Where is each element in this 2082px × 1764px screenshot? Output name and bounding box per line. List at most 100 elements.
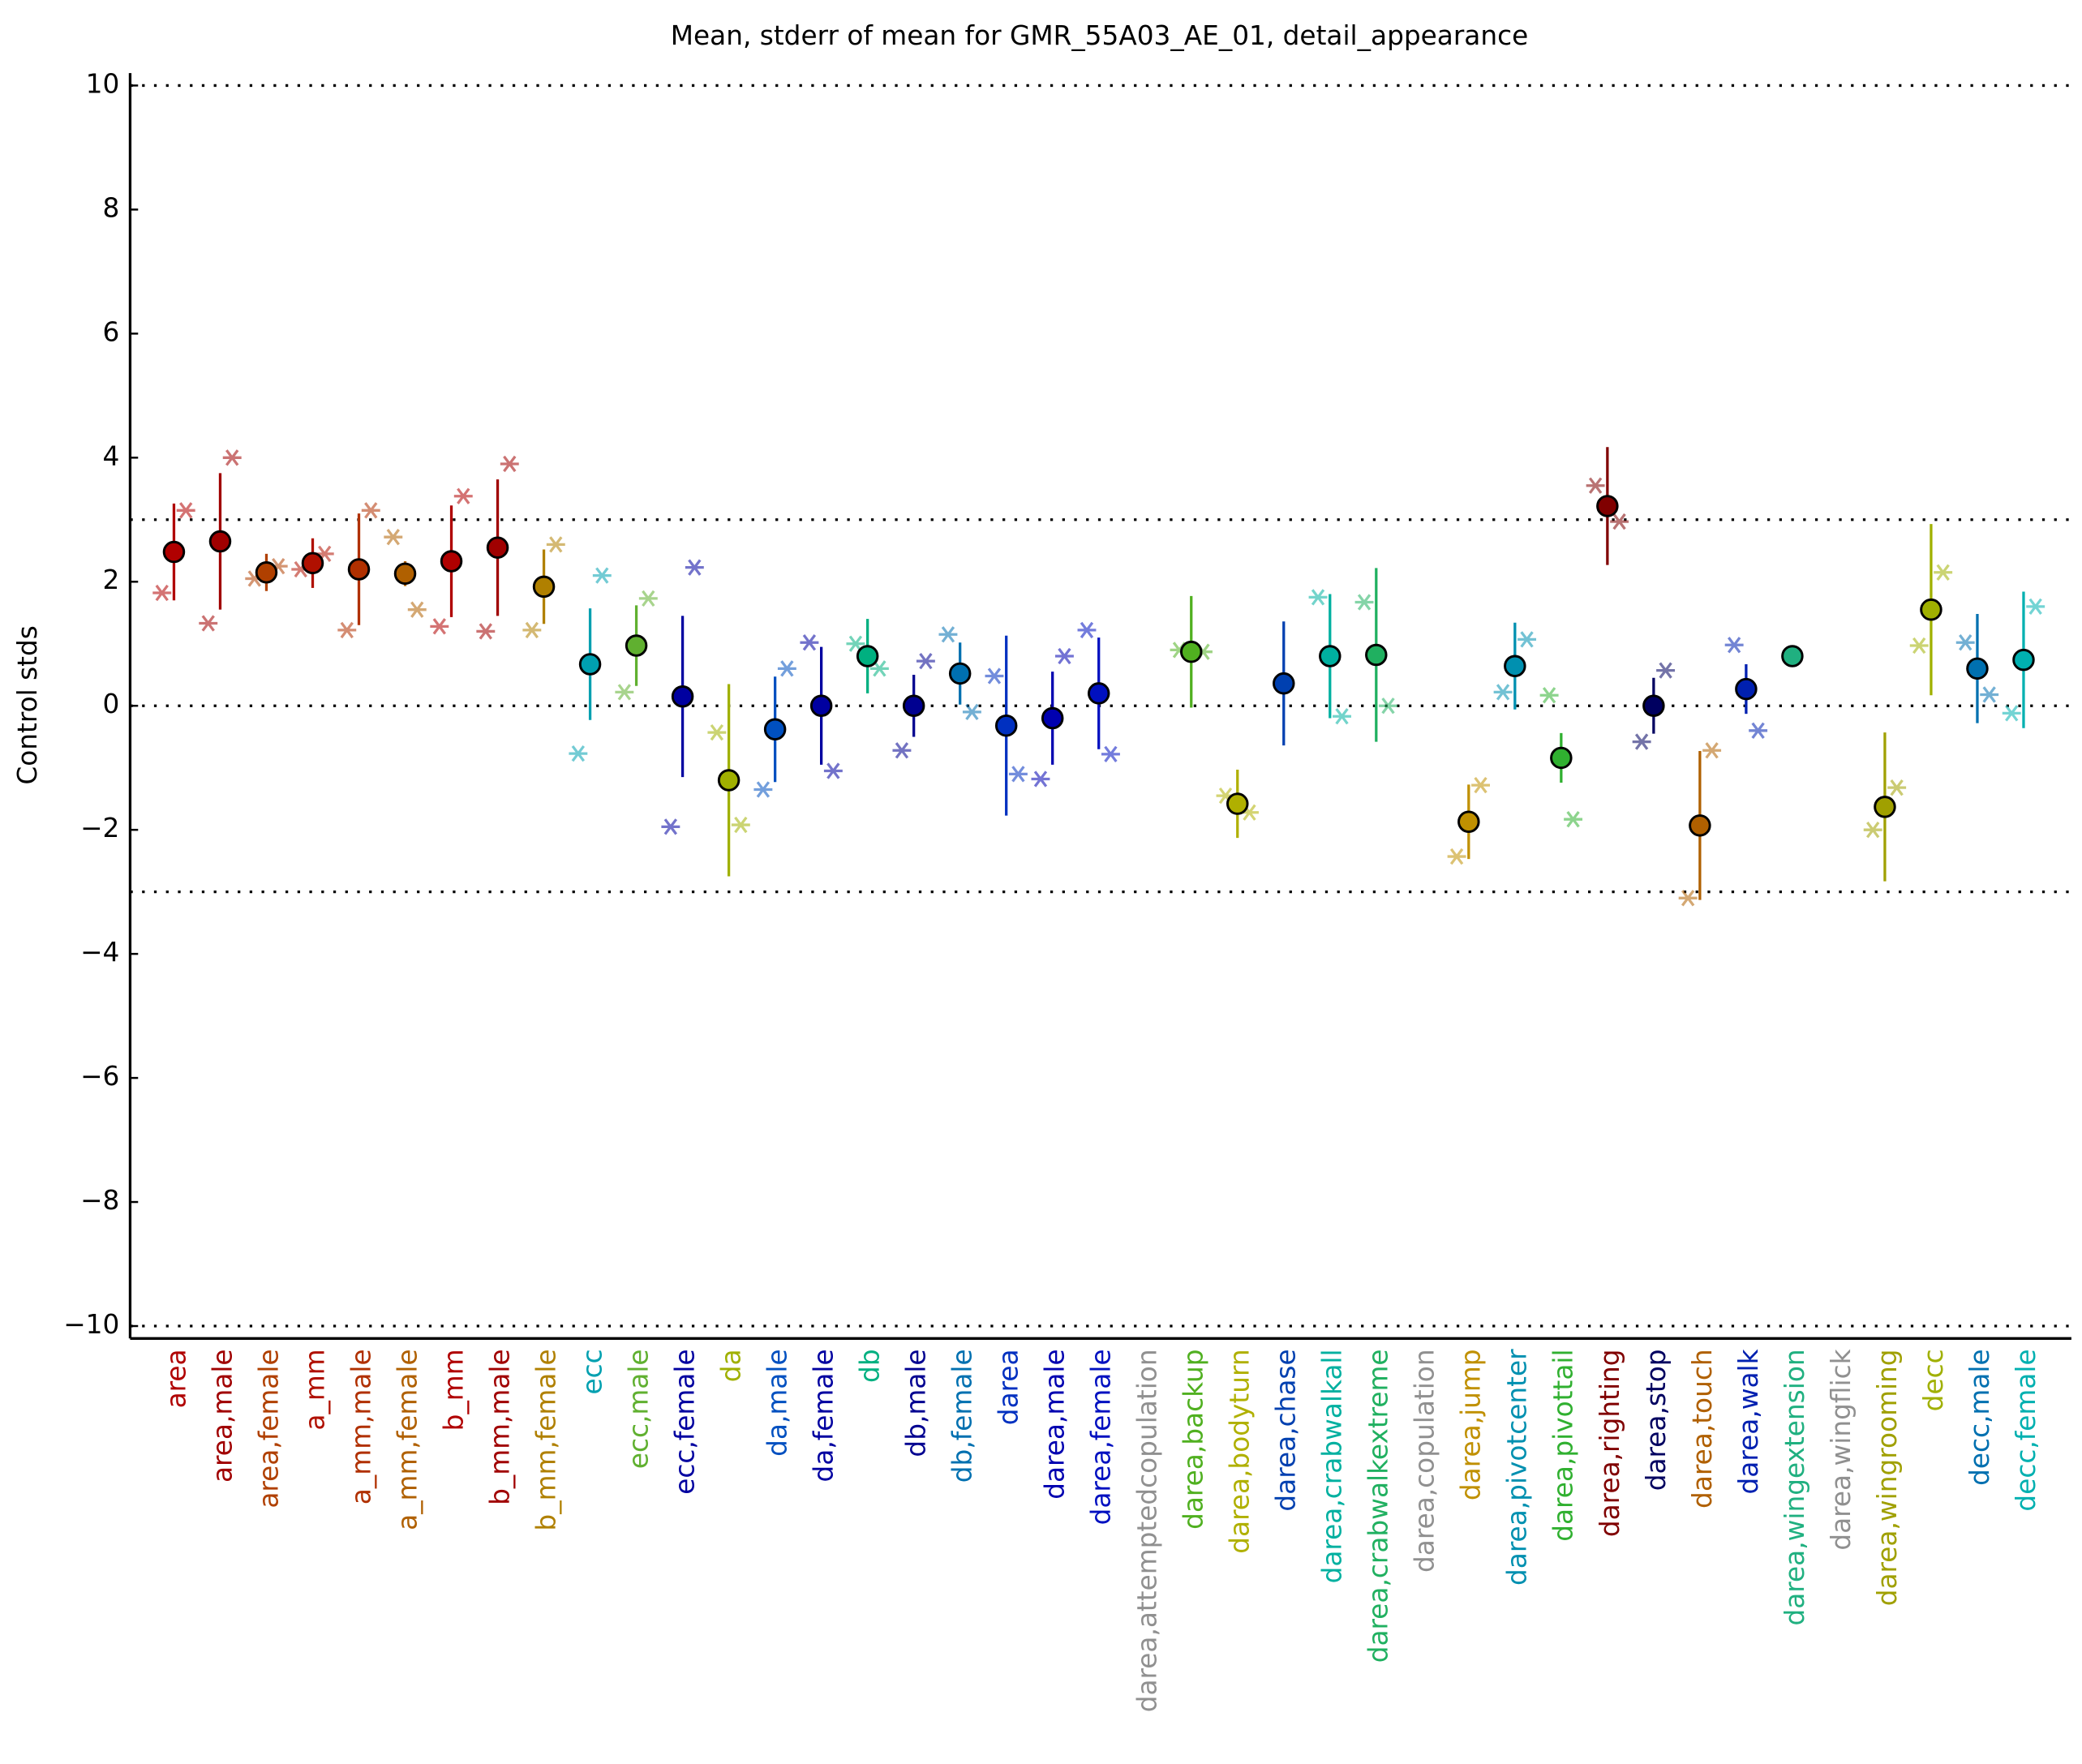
subgroup-marker <box>1447 848 1466 865</box>
asterisk <box>1493 684 1513 701</box>
mean-marker <box>162 540 186 564</box>
asterisk <box>892 742 912 759</box>
mean-marker <box>1596 495 1619 517</box>
asterisk <box>731 816 750 834</box>
subgroup-marker <box>1955 634 1975 651</box>
asterisk <box>800 634 819 651</box>
subgroup-marker <box>1354 594 1374 611</box>
chart-title: Mean, stderr of mean for GMR_55A03_AE_01… <box>671 20 1528 51</box>
y-tick-label: 10 <box>86 68 120 99</box>
asterisk <box>1539 687 1559 704</box>
asterisk <box>1702 742 1722 759</box>
x-tick-label: darea,touch <box>1687 1349 1718 1509</box>
mean-marker <box>393 562 417 586</box>
x-tick-label: darea,crabwalkall <box>1317 1349 1348 1583</box>
x-tick-label: ecc <box>577 1349 607 1394</box>
subgroup-marker <box>1539 687 1559 704</box>
mean-marker <box>763 718 787 741</box>
asterisk <box>152 584 172 602</box>
asterisk <box>361 502 380 519</box>
mean-marker <box>994 714 1018 737</box>
x-tick-label: darea,backup <box>1178 1349 1209 1530</box>
subgroup-marker <box>176 502 195 519</box>
x-tick-label: a_mm <box>299 1349 330 1430</box>
asterisk <box>222 449 242 466</box>
asterisk <box>1471 776 1491 794</box>
mean-marker <box>208 530 232 553</box>
asterisk <box>707 723 727 741</box>
y-tick-label: −2 <box>80 813 119 843</box>
mean-marker <box>1781 645 1804 667</box>
subgroup-marker <box>1564 811 1583 828</box>
x-tick-label: darea,wingflick <box>1826 1349 1857 1550</box>
mean-marker <box>625 634 648 657</box>
x-tick-label: darea,pivottail <box>1548 1349 1579 1541</box>
asterisk <box>1980 686 1999 703</box>
x-tick-label: decc,male <box>1964 1349 1995 1486</box>
subgroup-marker <box>1077 621 1097 639</box>
asterisk <box>1887 779 1907 796</box>
subgroup-marker <box>823 762 843 779</box>
asterisk <box>1678 890 1698 907</box>
subgroup-marker <box>453 487 473 504</box>
asterisk <box>1586 477 1605 494</box>
y-tick-label: −6 <box>80 1061 119 1092</box>
subgroup-marker <box>1586 477 1605 494</box>
asterisk <box>638 590 658 607</box>
x-tick-label: decc <box>1918 1349 1949 1411</box>
mean-marker <box>856 645 879 667</box>
asterisk <box>1610 513 1629 530</box>
asterisk <box>916 653 935 670</box>
asterisk <box>615 684 634 701</box>
subgroup-marker <box>800 634 819 651</box>
asterisk <box>685 559 704 576</box>
asterisk <box>522 621 542 639</box>
subgroup-marker <box>1471 776 1491 794</box>
asterisk <box>176 502 195 519</box>
subgroup-marker <box>1517 631 1537 648</box>
x-tick-label: area,female <box>253 1349 284 1508</box>
asterisk <box>1656 662 1676 679</box>
x-tick-label: darea,male <box>1040 1349 1071 1499</box>
x-tick-label: ecc,male <box>623 1349 654 1469</box>
asterisk <box>1517 631 1537 648</box>
mean-marker <box>1550 746 1573 770</box>
mean-marker <box>1041 706 1064 730</box>
x-tick-label: darea,pivotcenter <box>1502 1349 1533 1586</box>
x-tick-label: darea,attemptedcopulation <box>1132 1349 1163 1712</box>
y-tick-label: −8 <box>80 1185 119 1216</box>
x-tick-label: darea,walk <box>1733 1349 1764 1494</box>
subgroup-marker <box>1493 684 1513 701</box>
asterisk <box>569 745 588 762</box>
asterisk <box>1308 589 1328 606</box>
mean-marker <box>2012 648 2035 672</box>
asterisk <box>1354 594 1374 611</box>
x-tick-label: ecc,female <box>670 1349 701 1494</box>
asterisk <box>500 455 519 473</box>
x-tick-label: darea,wingextension <box>1779 1349 1810 1625</box>
subgroup-marker <box>892 742 912 759</box>
asterisk <box>1077 621 1097 639</box>
y-tick-label: 8 <box>103 192 120 223</box>
x-tick-label: da <box>716 1349 747 1382</box>
mean-marker <box>717 769 741 792</box>
subgroup-marker <box>685 559 704 576</box>
subgroup-marker <box>1863 822 1882 839</box>
x-tick-label: db <box>855 1349 886 1383</box>
subgroup-marker <box>1610 513 1629 530</box>
x-tick-label: darea,wingrooming <box>1872 1349 1903 1606</box>
asterisk <box>453 487 473 504</box>
mean-marker <box>1504 655 1526 678</box>
mean-marker <box>1087 682 1110 705</box>
asterisk <box>938 626 958 643</box>
subgroup-marker <box>1724 637 1744 654</box>
subgroup-marker <box>407 601 427 618</box>
mean-marker <box>1179 640 1203 663</box>
asterisk <box>476 623 496 640</box>
subgroup-marker <box>1008 766 1028 783</box>
subgroup-marker <box>916 653 935 670</box>
asterisk <box>823 762 843 779</box>
asterisk <box>1031 770 1050 788</box>
subgroup-marker <box>384 529 403 546</box>
